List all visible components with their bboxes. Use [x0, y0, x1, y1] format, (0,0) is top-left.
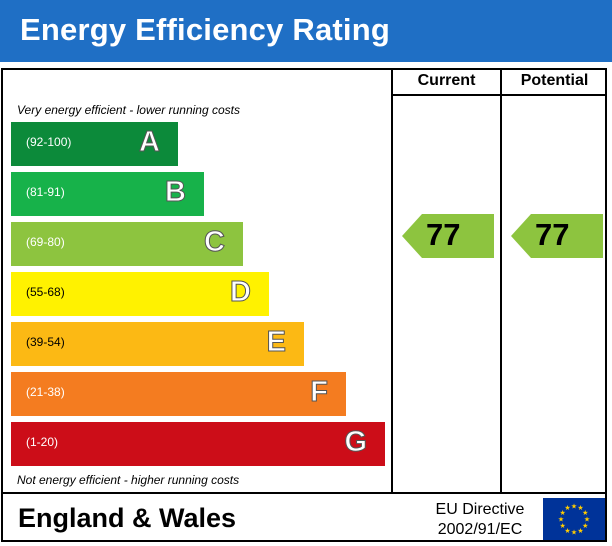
eu-directive-line2: 2002/91/EC [437, 521, 523, 538]
eu-star-icon: ★ [582, 509, 588, 517]
footer-rule [1, 492, 607, 494]
region-label: England & Wales [18, 503, 237, 533]
rating-frame [1, 68, 607, 542]
band-g: (1-20) G [11, 422, 385, 466]
eu-star-icon: ★ [571, 503, 577, 511]
eu-star-icon: ★ [560, 509, 566, 517]
column-header-rule [391, 94, 607, 96]
band-b: (81-91) B [11, 172, 204, 216]
potential-rating-value: 77 [535, 217, 570, 252]
eu-star-icon: ★ [564, 504, 570, 512]
eu-star-icon: ★ [560, 522, 566, 530]
band-letter: E [266, 326, 286, 359]
band-f: (21-38) F [11, 372, 346, 416]
eu-flag-icon: ★ ★ ★ ★ ★ ★ ★ ★ ★ ★ ★ ★ [543, 498, 605, 545]
eu-star-icon: ★ [577, 504, 583, 512]
band-letter: C [204, 226, 226, 259]
eu-star-icon: ★ [584, 516, 590, 524]
page-title: Energy Efficiency Rating [20, 12, 391, 47]
efficient-note: Very energy efficient - lower running co… [17, 103, 240, 117]
potential-column-header: Potential [520, 72, 589, 89]
band-c: (69-80) C [11, 222, 243, 266]
eu-star-icon: ★ [558, 516, 564, 524]
potential-rating-arrow: 77 [511, 214, 603, 258]
band-e: (39-54) E [11, 322, 304, 366]
band-letter: F [310, 376, 329, 409]
inefficient-note: Not energy efficient - higher running co… [17, 473, 240, 487]
header-bar: Energy Efficiency Rating [0, 0, 612, 62]
band-a: (92-100) A [11, 122, 178, 166]
eu-star-icon: ★ [582, 522, 588, 530]
band-range: (21-38) [26, 385, 65, 399]
current-column-header: Current [417, 72, 476, 89]
eu-directive-label: EU Directive 2002/91/EC [420, 500, 540, 540]
eu-directive-line1: EU Directive [435, 501, 525, 518]
band-range: (92-100) [26, 135, 72, 149]
eu-star-icon: ★ [577, 527, 583, 535]
band-d: (55-68) D [11, 272, 269, 316]
band-range: (1-20) [26, 435, 59, 449]
current-rating-value: 77 [426, 217, 461, 252]
band-letter: D [230, 276, 252, 309]
eu-star-icon: ★ [571, 529, 577, 537]
band-letter: A [139, 126, 161, 159]
band-letter: G [344, 426, 368, 459]
band-range: (39-54) [26, 335, 65, 349]
current-rating-arrow: 77 [402, 214, 494, 258]
band-range: (69-80) [26, 235, 65, 249]
band-range: (81-91) [26, 185, 65, 199]
band-range: (55-68) [26, 285, 65, 299]
eu-star-icon: ★ [564, 527, 570, 535]
band-letter: B [165, 176, 187, 209]
potential-arrow-shape [511, 214, 603, 258]
divider-current [391, 68, 393, 494]
divider-potential [500, 68, 502, 494]
current-arrow-shape [402, 214, 494, 258]
